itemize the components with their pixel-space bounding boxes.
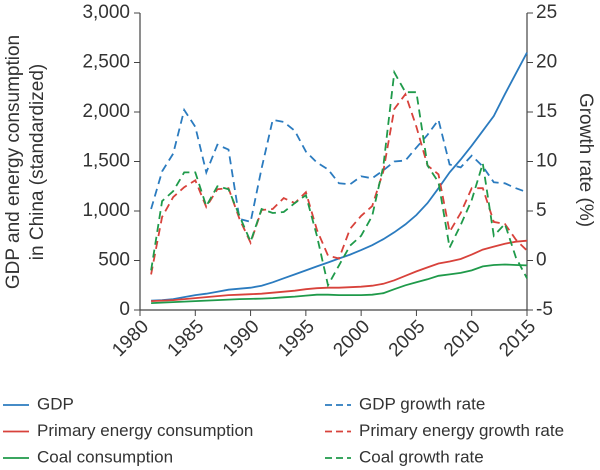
consumption-line [151,263,528,304]
y2-tick-label: 25 [536,2,557,23]
x-tick-label: 2005 [385,316,430,361]
legend-label: GDP growth rate [359,394,485,413]
y2-tick-label: 20 [536,52,557,73]
growth-line [150,69,528,288]
y-tick-label: 2,000 [82,101,130,122]
legend-label: GDP [37,394,74,413]
growth-line [150,107,528,224]
x-tick-label: 1995 [274,316,319,361]
y-axis-label: GDP and energy consumption [3,35,24,289]
y2-axis-label: Growth rate (%) [575,93,596,227]
y-tick-label: 1,000 [82,200,130,221]
y2-tick-label: -5 [536,299,553,320]
x-tick-label: 2015 [495,316,540,361]
y2-tick-label: 0 [536,250,547,271]
y-tick-label: 3,000 [82,2,130,23]
legend-label: Coal consumption [37,447,173,466]
growth-line [150,92,528,275]
x-tick-label: 1990 [219,316,264,361]
x-tick-label: 1980 [108,316,153,361]
y-tick-label: 2,500 [82,52,130,73]
y-tick-label: 0 [119,299,130,320]
legend-label: Primary energy growth rate [359,421,564,440]
y2-tick-label: 10 [536,151,557,172]
consumption-line [151,52,528,302]
y-tick-label: 500 [98,250,130,271]
y-axis-label: in China (standardized) [27,64,48,260]
legend-label: Coal growth rate [359,447,484,466]
x-tick-label: 1985 [164,316,209,361]
x-tick-label: 2010 [440,316,485,361]
y2-tick-label: 5 [536,200,547,221]
legend-label: Primary energy consumption [37,421,253,440]
y2-tick-label: 15 [536,101,557,122]
y-tick-label: 1,500 [82,151,130,172]
x-tick-label: 2000 [329,316,374,361]
consumption-line [151,239,528,302]
